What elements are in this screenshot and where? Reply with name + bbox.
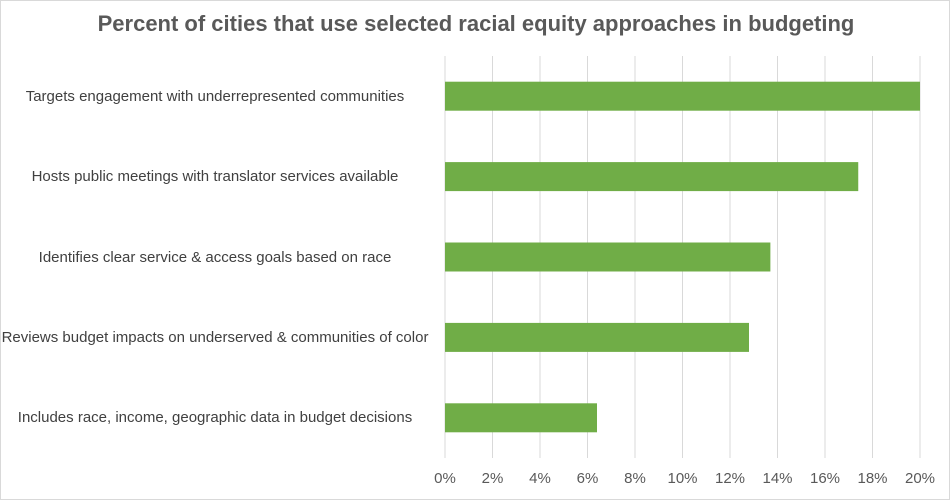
x-tick-label: 2% <box>482 470 504 487</box>
x-tick-label: 18% <box>857 470 887 487</box>
category-label: Reviews budget impacts on underserved & … <box>1 328 429 346</box>
bar <box>445 403 597 433</box>
chart-title: Percent of cities that use selected raci… <box>97 11 855 36</box>
category-label: Hosts public meetings with translator se… <box>31 168 399 186</box>
bar <box>445 162 859 192</box>
x-tick-label: 0% <box>434 470 456 487</box>
category-label: Identifies clear service & access goals … <box>38 248 392 266</box>
x-tick-label: 8% <box>624 470 646 487</box>
bar <box>445 242 771 272</box>
x-tick-label: 12% <box>715 470 745 487</box>
category-label: Includes race, income, geographic data i… <box>17 409 413 427</box>
x-tick-label: 14% <box>762 470 792 487</box>
bar <box>445 81 920 111</box>
x-tick-label: 10% <box>667 470 697 487</box>
x-tick-label: 16% <box>810 470 840 487</box>
x-tick-label: 4% <box>529 470 551 487</box>
x-tick-label: 20% <box>905 470 935 487</box>
bar <box>445 322 749 352</box>
x-tick-label: 6% <box>577 470 599 487</box>
category-label: Targets engagement with underrepresented… <box>25 87 405 105</box>
